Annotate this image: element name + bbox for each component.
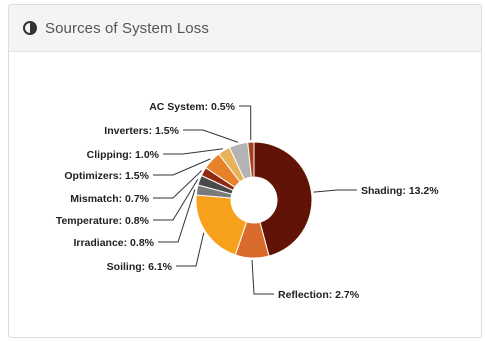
leader-line <box>158 189 196 243</box>
slice-label: Mismatch: 0.7% <box>70 193 149 205</box>
leader-line <box>313 189 357 193</box>
leader-line <box>251 259 274 295</box>
chart-area: Shading: 13.2% Reflection: 2.7% Soiling: 6… <box>9 52 481 337</box>
leader-line <box>239 105 252 141</box>
slice-label: AC System: 0.5% <box>149 101 235 113</box>
slice-label: Shading: 13.2% <box>361 185 439 197</box>
slice-label: Temperature: 0.8% <box>56 215 150 227</box>
donut-slice-ac-system[interactable] <box>247 141 255 178</box>
slice-label: Inverters: 1.5% <box>104 125 179 137</box>
leader-line <box>153 179 199 221</box>
slice-label: Optimizers: 1.5% <box>64 170 149 182</box>
donut-slice-shading[interactable] <box>253 141 313 257</box>
leader-line <box>153 158 211 176</box>
leader-line <box>183 129 239 143</box>
panel-title: Sources of System Loss <box>45 19 209 37</box>
system-loss-panel: Sources of System Loss Shading: 13.2% Ref… <box>8 4 482 338</box>
half-circle-contrast-icon <box>23 21 37 35</box>
leader-line <box>163 148 223 155</box>
donut-chart: Shading: 13.2% Reflection: 2.7% Soiling: 6… <box>56 101 439 301</box>
panel-header: Sources of System Loss <box>9 5 481 52</box>
slice-label: Reflection: 2.7% <box>278 289 360 301</box>
slice-label: Irradiance: 0.8% <box>73 237 154 249</box>
slice-label: Soiling: 6.1% <box>107 261 173 273</box>
leader-line <box>176 232 205 267</box>
leader-line <box>153 170 203 199</box>
donut-slice-soiling[interactable] <box>195 194 248 256</box>
slice-label: Clipping: 1.0% <box>87 149 160 161</box>
